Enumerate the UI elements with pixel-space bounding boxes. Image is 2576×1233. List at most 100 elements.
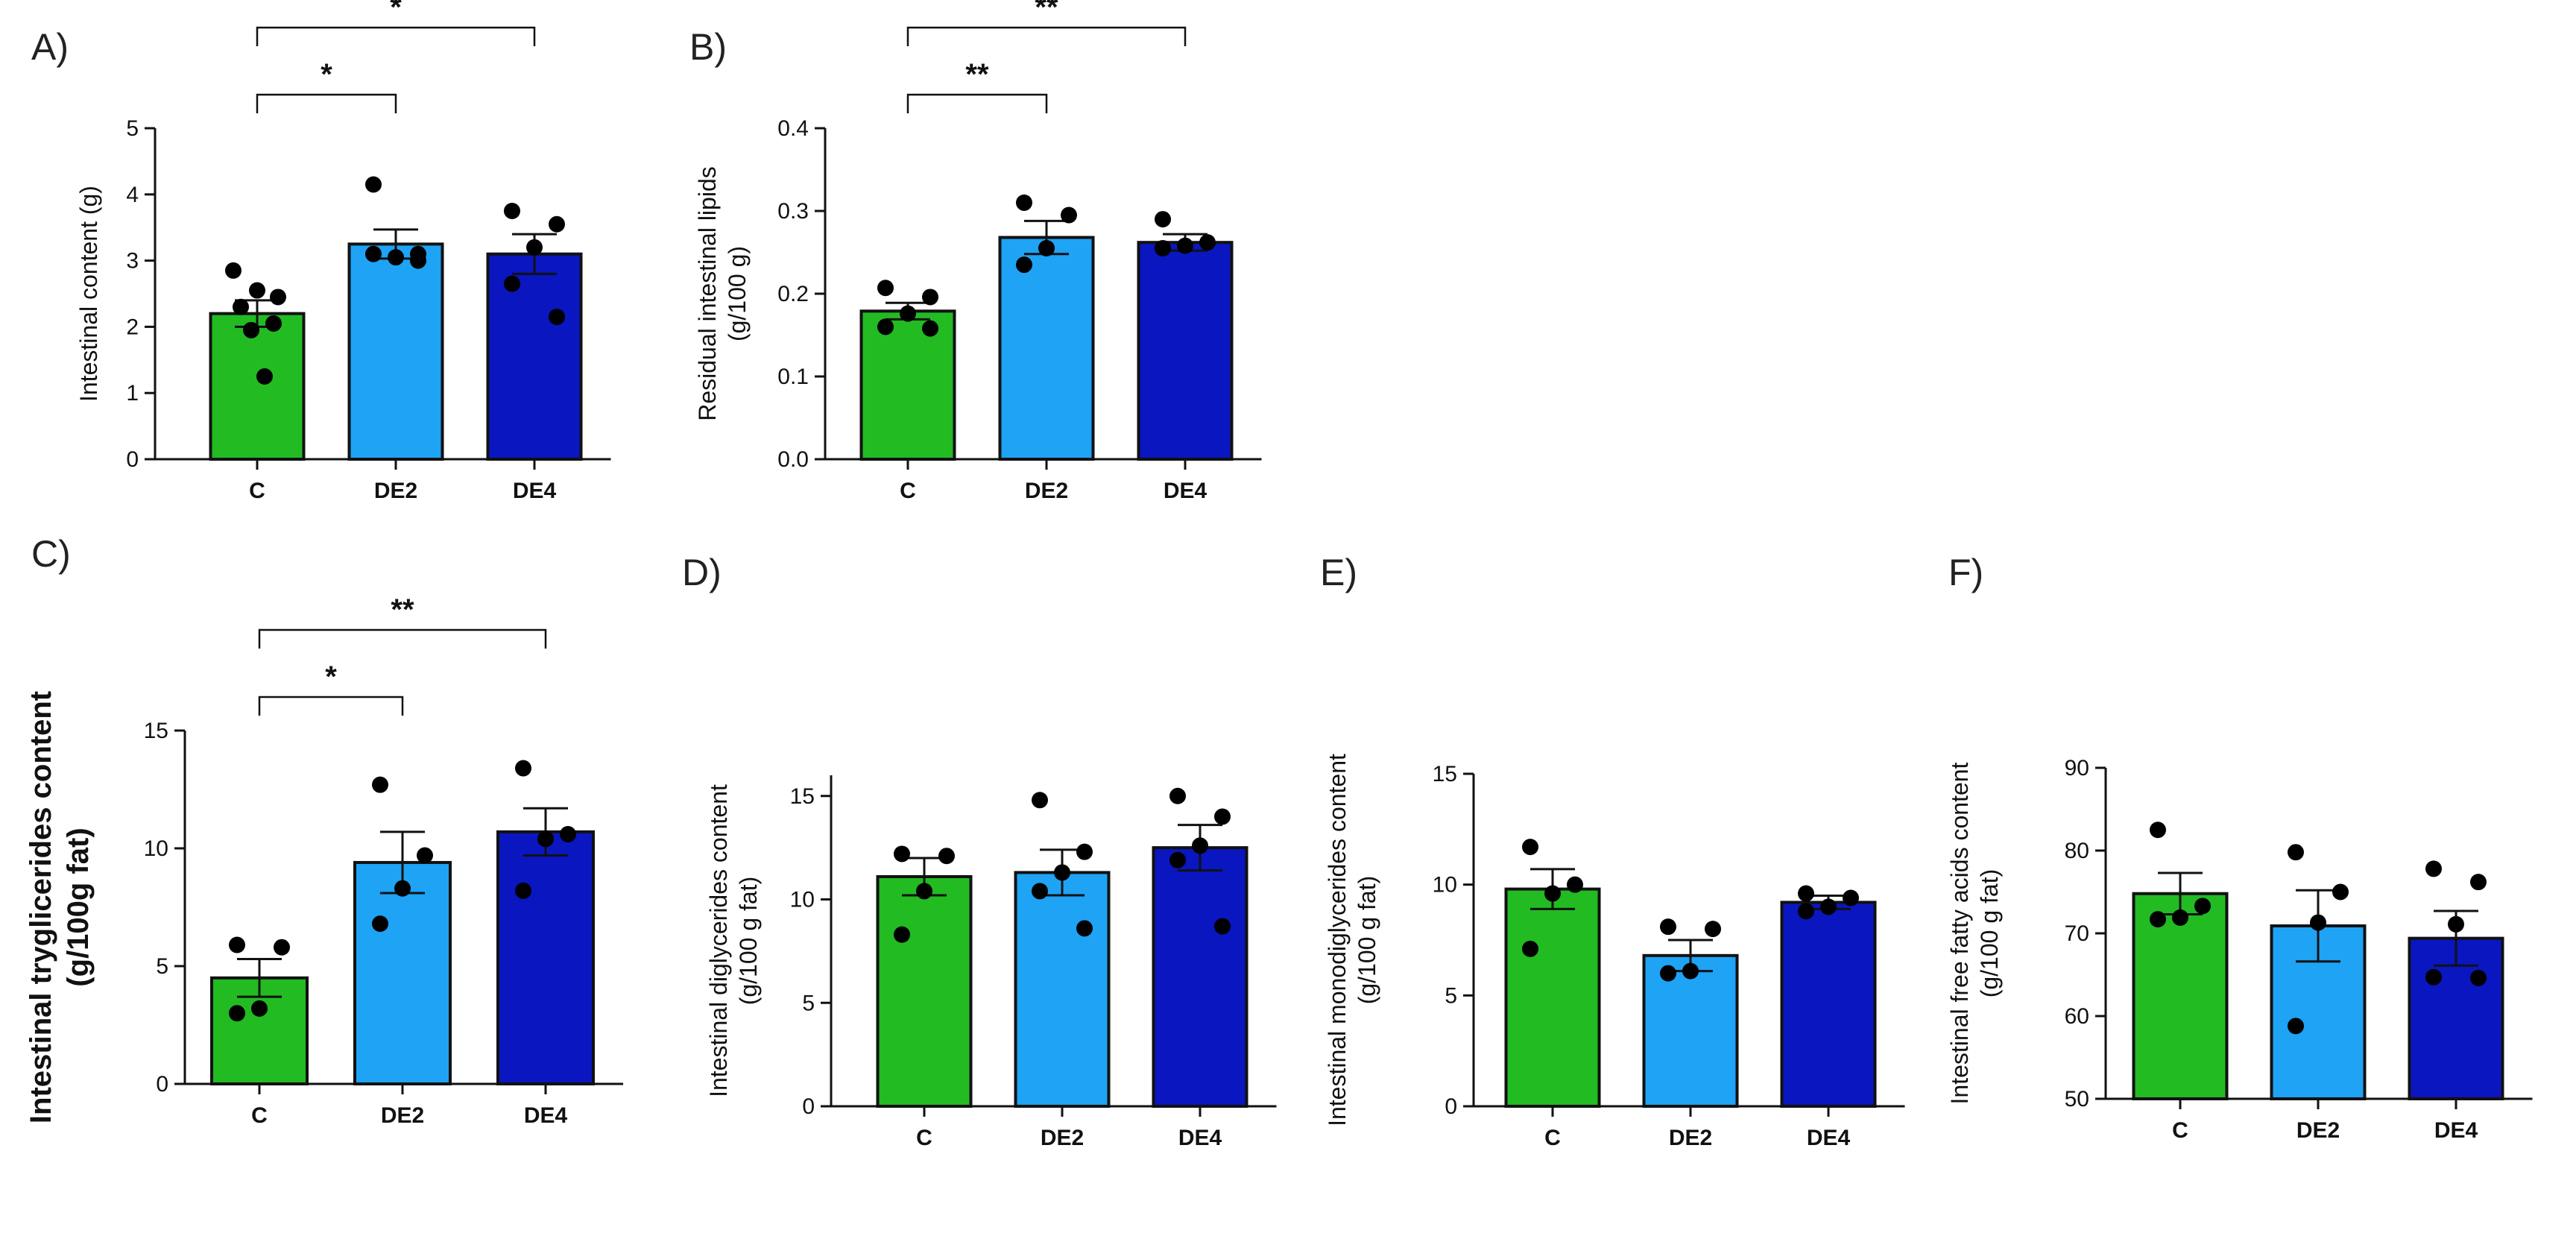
- data-point: [938, 848, 955, 865]
- data-point: [365, 176, 382, 193]
- x-tick-label: C: [2172, 1118, 2188, 1143]
- y-tick-label: 4: [126, 183, 139, 207]
- y-axis-label: Residual intestinal lipids: [694, 166, 721, 421]
- y-axis-label: Intestinal diglycerides content: [705, 784, 732, 1097]
- x-tick-label: DE4: [1178, 1126, 1222, 1150]
- bar-c: [859, 309, 956, 461]
- bar-de2: [347, 242, 444, 461]
- y-tick-label: 0.4: [777, 116, 809, 141]
- data-point: [1016, 194, 1032, 211]
- panel-label: B): [689, 26, 727, 68]
- y-axis-label-units: (g/100 g fat): [735, 877, 762, 1006]
- data-point: [1798, 903, 1814, 920]
- x-tick-label: C: [900, 479, 916, 503]
- bar-de4: [496, 830, 595, 1085]
- y-tick-label: 3: [126, 249, 139, 274]
- data-point: [560, 826, 576, 843]
- panel-label: D): [682, 552, 722, 593]
- data-point: [2310, 914, 2326, 931]
- bar-c: [209, 312, 306, 461]
- significance-label: **: [391, 593, 414, 626]
- x-tick-label: DE4: [524, 1103, 568, 1128]
- data-point: [225, 262, 242, 279]
- data-point: [1660, 965, 1676, 982]
- data-point: [1798, 885, 1814, 902]
- data-point: [1155, 239, 1171, 256]
- y-tick-label: 10: [144, 836, 168, 861]
- data-point: [1054, 864, 1070, 881]
- data-point: [1038, 239, 1055, 256]
- data-point: [1169, 851, 1186, 868]
- y-tick-label: 1: [126, 381, 139, 406]
- data-point: [372, 776, 388, 793]
- significance-label: *: [325, 660, 337, 693]
- x-tick-label: DE4: [2434, 1118, 2478, 1143]
- significance-label: **: [965, 58, 989, 91]
- data-point: [1032, 792, 1048, 809]
- panel-label: C): [31, 533, 71, 575]
- y-axis-label: Intestinal free fatty acids content: [1946, 762, 1973, 1104]
- data-point: [894, 845, 910, 863]
- bar-de4: [1137, 241, 1234, 461]
- y-axis-label: Intestinal tryglicerides content: [25, 691, 57, 1123]
- data-point: [549, 309, 565, 326]
- significance-label: *: [390, 0, 402, 24]
- bar-de2: [1014, 871, 1111, 1109]
- significance-label: *: [321, 58, 332, 91]
- data-point: [1522, 940, 1538, 957]
- data-point: [504, 275, 520, 292]
- bar-c: [876, 874, 973, 1108]
- data-point: [270, 288, 286, 306]
- data-point: [417, 847, 433, 864]
- y-tick-label: 0.3: [777, 199, 809, 224]
- x-tick-label: DE2: [1669, 1126, 1712, 1150]
- y-tick-label: 5: [126, 116, 139, 141]
- data-point: [1076, 920, 1093, 937]
- data-point: [372, 915, 388, 933]
- y-tick-label: 0: [156, 1072, 168, 1097]
- data-point: [1544, 885, 1561, 902]
- data-point: [2194, 898, 2211, 915]
- y-tick-label: 2: [126, 315, 139, 339]
- x-tick-label: DE4: [513, 479, 557, 503]
- significance-bracket: [256, 26, 536, 46]
- significance-label: **: [1035, 0, 1058, 24]
- y-tick-label: 15: [1433, 762, 1457, 786]
- data-point: [922, 288, 938, 306]
- x-tick-label: DE2: [374, 479, 417, 503]
- data-point: [1522, 839, 1538, 856]
- data-point: [229, 936, 245, 953]
- y-axis-label: Intestinal content (g): [75, 186, 102, 402]
- data-point: [877, 318, 894, 335]
- data-point: [2470, 969, 2487, 986]
- y-tick-label: 0.0: [777, 447, 809, 472]
- data-point: [2172, 909, 2188, 926]
- data-point: [1032, 883, 1048, 900]
- panel-label: F): [1948, 552, 1983, 593]
- significance-bracket: [258, 628, 547, 649]
- y-tick-label: 5: [156, 954, 168, 979]
- data-point: [1169, 787, 1186, 804]
- x-tick-label: DE2: [1025, 479, 1068, 503]
- bar-de2: [998, 236, 1095, 461]
- y-tick-label: 5: [1445, 983, 1457, 1008]
- y-tick-label: 10: [1433, 873, 1457, 898]
- data-point: [1820, 898, 1837, 915]
- data-point: [2288, 1018, 2304, 1035]
- y-tick-label: 0: [126, 447, 139, 472]
- data-point: [1214, 808, 1231, 825]
- y-tick-label: 0.1: [777, 365, 809, 389]
- x-tick-label: C: [249, 479, 265, 503]
- data-point: [2425, 968, 2442, 986]
- bar-de4: [486, 252, 583, 461]
- y-axis-label-units: (g/100 g fat): [1976, 869, 2003, 998]
- data-point: [1567, 876, 1583, 893]
- data-point: [365, 245, 382, 262]
- significance-bracket: [906, 26, 1187, 46]
- y-axis-label-units: (g/100g fat): [62, 827, 95, 986]
- data-point: [1843, 889, 1859, 906]
- x-tick-label: C: [251, 1103, 268, 1128]
- y-axis-label-units: (g/100 g): [724, 246, 751, 341]
- y-axis-label: Intestinal monodiglycerides content: [1324, 754, 1351, 1126]
- data-point: [900, 305, 916, 322]
